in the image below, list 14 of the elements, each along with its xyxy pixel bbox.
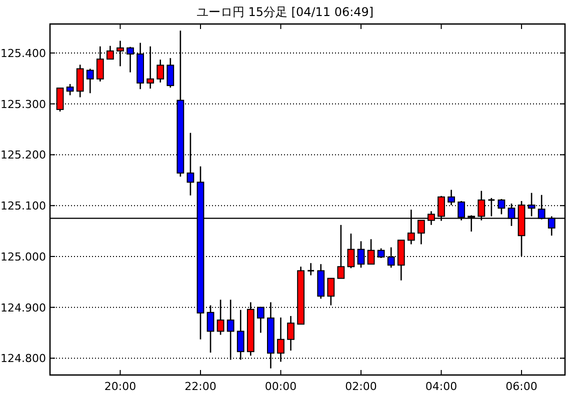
y-tick-label: 125.300 <box>0 98 46 111</box>
x-tick-label: 20:00 <box>104 380 136 393</box>
y-tick-label: 125.200 <box>0 148 46 162</box>
x-tick-label: 22:00 <box>184 380 216 393</box>
y-tick-label: 125.400 <box>0 46 46 60</box>
x-tick-label: 06:00 <box>506 380 538 393</box>
x-tick-label: 00:00 <box>264 380 297 393</box>
y-tick-label: 125.100 <box>0 200 46 213</box>
chart-title: ユーロ円 15分足 [04/11 06:49] <box>196 5 374 19</box>
y-tick-label: 125.000 <box>0 250 46 264</box>
x-tick-label: 02:00 <box>345 380 377 393</box>
y-tick-label: 124.800 <box>0 352 46 366</box>
y-tick-label: 124.900 <box>0 301 46 314</box>
x-tick-label: 04:00 <box>425 380 458 393</box>
